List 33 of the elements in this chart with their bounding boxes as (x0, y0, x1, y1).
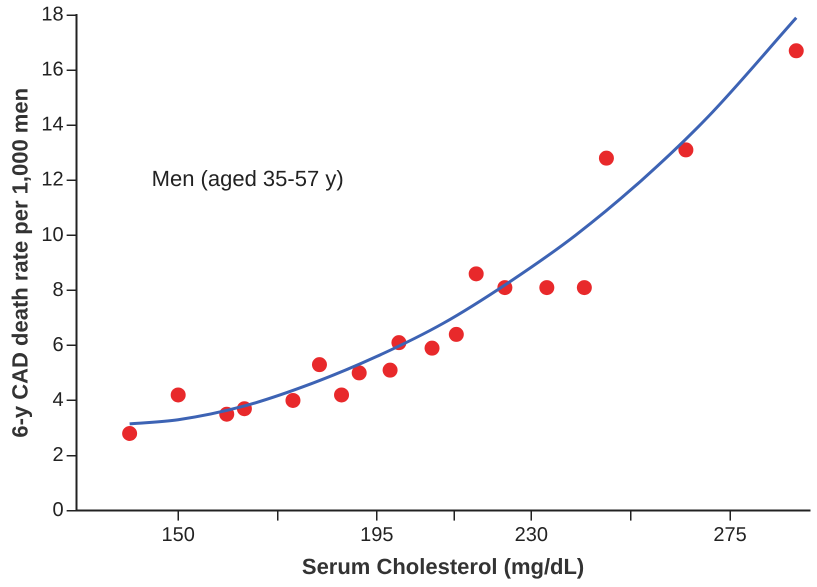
point (576, 280, 592, 296)
x-axis-title: Serum Cholesterol (mg/dL) (302, 554, 584, 579)
y-tick-label: 6 (52, 334, 64, 356)
y-tick-label: 0 (52, 499, 64, 522)
y-tick-label: 18 (41, 4, 64, 26)
y-tick-label: 4 (52, 388, 64, 411)
point (382, 362, 398, 378)
point (678, 142, 694, 158)
x-tick-label: 195 (360, 524, 394, 546)
point (788, 43, 804, 58)
y-tick-label: 12 (41, 168, 64, 191)
point (468, 266, 484, 282)
x-tick-label: 230 (514, 524, 548, 546)
point (598, 150, 614, 166)
y-tick-label: 10 (41, 224, 64, 246)
x-tick-label: 150 (162, 524, 195, 546)
y-axis-title: 6-y CAD death rate per 1,000 men (7, 88, 32, 438)
y-tick-label: 8 (52, 278, 64, 301)
annotation: Men (aged 35-57 y) (152, 166, 344, 192)
x-tick-label: 275 (713, 524, 747, 546)
point (312, 357, 327, 372)
point (424, 340, 440, 356)
point (170, 387, 186, 402)
point (448, 326, 464, 342)
y-tick-label: 2 (52, 444, 64, 466)
y-tick-label: 14 (41, 114, 64, 136)
point (352, 365, 367, 380)
point (539, 280, 554, 296)
y-tick-label: 16 (41, 58, 64, 81)
point (122, 426, 138, 442)
point (334, 387, 350, 402)
point (285, 392, 300, 408)
line-series (128, 16, 798, 426)
